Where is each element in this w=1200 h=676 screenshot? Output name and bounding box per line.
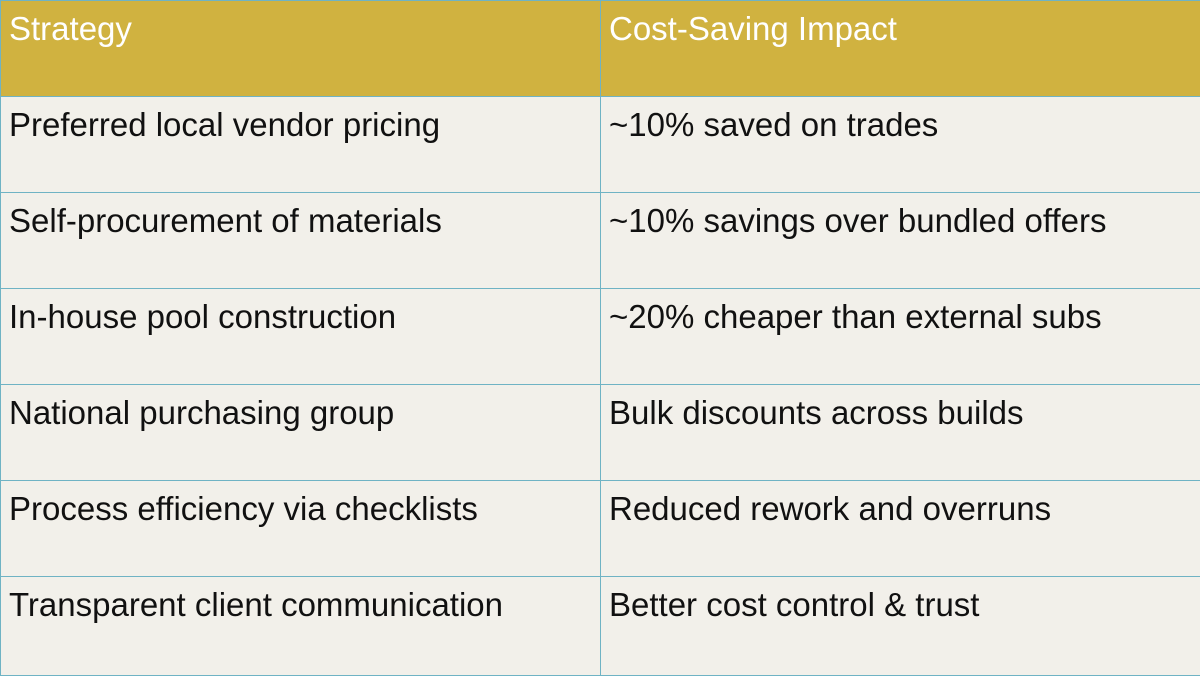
table-row: In-house pool construction ~20% cheaper … xyxy=(1,289,1200,385)
impact-cell: ~20% cheaper than external subs xyxy=(601,289,1200,385)
strategy-cell: Preferred local vendor pricing xyxy=(1,97,601,193)
header-strategy: Strategy xyxy=(1,1,601,97)
header-cost-saving-impact: Cost-Saving Impact xyxy=(601,1,1200,97)
table-row: Transparent client communication Better … xyxy=(1,577,1200,676)
strategy-cell: Transparent client communication xyxy=(1,577,601,676)
table-row: Process efficiency via checklists Reduce… xyxy=(1,481,1200,577)
header-row: Strategy Cost-Saving Impact xyxy=(1,1,1200,97)
table-row: National purchasing group Bulk discounts… xyxy=(1,385,1200,481)
impact-cell: ~10% savings over bundled offers xyxy=(601,193,1200,289)
strategy-cell: In-house pool construction xyxy=(1,289,601,385)
impact-cell: Bulk discounts across builds xyxy=(601,385,1200,481)
table-row: Preferred local vendor pricing ~10% save… xyxy=(1,97,1200,193)
impact-cell: Better cost control & trust xyxy=(601,577,1200,676)
impact-cell: Reduced rework and overruns xyxy=(601,481,1200,577)
table-row: Self-procurement of materials ~10% savin… xyxy=(1,193,1200,289)
strategy-cell: Process efficiency via checklists xyxy=(1,481,601,577)
strategy-cell: Self-procurement of materials xyxy=(1,193,601,289)
impact-cell: ~10% saved on trades xyxy=(601,97,1200,193)
strategy-cell: National purchasing group xyxy=(1,385,601,481)
